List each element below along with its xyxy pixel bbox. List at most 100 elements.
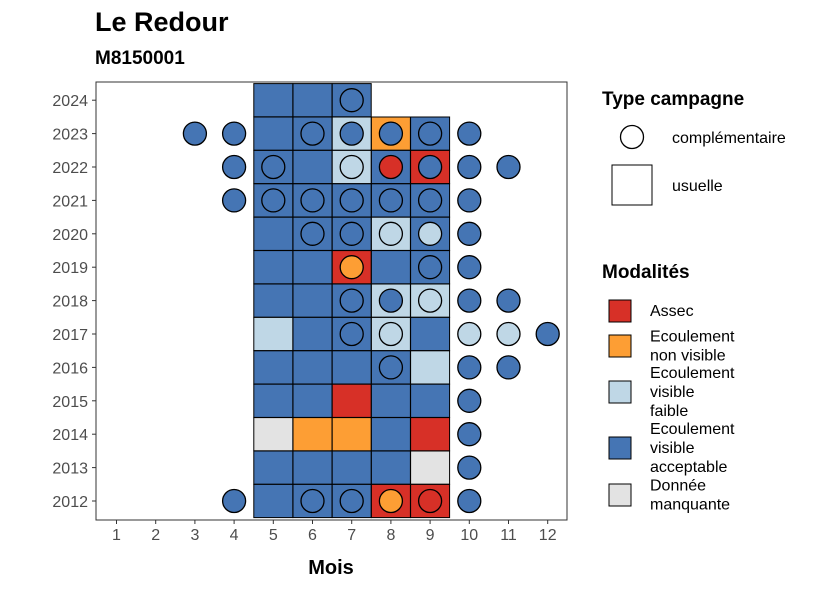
tile-2016-5	[253, 350, 294, 385]
point-2017-12	[535, 321, 560, 347]
point-2020-7	[339, 221, 364, 246]
tile-2019-6	[292, 250, 333, 285]
legend-key-modalite-2	[608, 380, 632, 404]
point-2023-6	[300, 121, 325, 146]
tile-2015-8	[370, 383, 411, 418]
point-2023-4	[221, 121, 247, 146]
tile-2013-5	[253, 450, 294, 485]
tile-2020-5	[253, 216, 294, 251]
point-2017-8	[378, 321, 404, 347]
point-2012-6	[300, 488, 325, 514]
x-tick-label: 9	[426, 527, 435, 544]
point-2023-9	[417, 121, 443, 146]
y-tick-label: 2019	[52, 260, 88, 277]
point-2013-10	[457, 455, 482, 480]
x-axis-title: Mois	[308, 557, 354, 579]
point-2021-9	[417, 188, 443, 213]
point-2018-11	[496, 288, 521, 313]
point-2023-7	[339, 121, 364, 146]
point-2018-7	[339, 288, 364, 313]
legend-label-modalite-3: Ecoulement visible acceptable	[650, 421, 735, 476]
point-2022-11	[496, 154, 521, 180]
point-2019-7	[339, 255, 364, 280]
point-2022-4	[221, 154, 247, 180]
point-2022-5	[261, 154, 286, 180]
point-2018-9	[417, 288, 443, 313]
tile-2024-6	[292, 83, 333, 118]
y-tick-label: 2021	[52, 193, 88, 210]
y-tick-label: 2016	[52, 360, 88, 377]
point-2017-11	[496, 321, 521, 347]
legend-label-modalite-1: Ecoulement non visible	[650, 329, 735, 365]
tile-2019-8	[370, 250, 411, 285]
point-2012-8	[378, 488, 404, 514]
legend-title-type-campagne: Type campagne	[602, 89, 744, 110]
tile-2014-5	[253, 417, 294, 452]
x-tick-label: 2	[151, 527, 160, 544]
point-2023-8	[378, 121, 404, 146]
tile-2024-5	[253, 83, 294, 118]
point-2017-7	[339, 321, 364, 347]
point-2021-5	[261, 188, 286, 213]
legend-key-modalite-4	[608, 483, 632, 507]
point-2012-9	[417, 488, 443, 514]
tile-2012-5	[253, 483, 294, 519]
point-2014-10	[457, 422, 482, 447]
tile-2016-6	[292, 350, 333, 385]
point-2021-8	[378, 188, 404, 213]
axes: 1 2 3 4 5 6 7 8 9 10 11 122012201320142015201620172…	[52, 93, 556, 544]
legend-key-circle	[619, 124, 645, 150]
tile-2022-6	[292, 149, 333, 185]
tile-2013-8	[370, 450, 411, 485]
x-tick-label: 5	[269, 527, 278, 544]
tile-2018-5	[253, 283, 294, 318]
y-tick-label: 2023	[52, 127, 88, 144]
x-tick-label: 11	[500, 527, 517, 544]
point-2023-10	[457, 121, 482, 146]
y-tick-label: 2018	[52, 294, 88, 311]
tile-2018-6	[292, 283, 333, 318]
tile-2013-6	[292, 450, 333, 485]
tile-2015-7	[331, 383, 372, 418]
y-tick-label: 2014	[52, 427, 88, 444]
tile-2023-5	[253, 116, 294, 151]
y-tick-label: 2024	[52, 93, 88, 110]
point-2022-9	[417, 154, 443, 180]
tile-2015-6	[292, 383, 333, 418]
y-tick-label: 2012	[52, 494, 88, 511]
point-2021-4	[221, 188, 247, 213]
legend-label-modalite-4: Donnée manquante	[650, 478, 730, 514]
chart-title: Le Redour	[95, 7, 229, 37]
point-2021-10	[457, 188, 482, 213]
point-2020-9	[417, 221, 443, 246]
point-2022-7	[339, 154, 364, 180]
y-tick-label: 2015	[52, 394, 88, 411]
tile-2017-6	[292, 316, 333, 352]
legend-label-modalite-0: Assec	[650, 303, 694, 320]
point-2012-10	[457, 488, 482, 514]
tile-2013-9	[410, 450, 451, 485]
point-2020-8	[378, 221, 404, 246]
x-tick-label: 4	[230, 527, 239, 544]
tile-2019-5	[253, 250, 294, 285]
point-2021-7	[339, 188, 364, 213]
point-2021-6	[300, 188, 325, 213]
point-2012-4	[221, 488, 247, 514]
legend-label-usuelle: usuelle	[672, 178, 723, 195]
y-tick-label: 2017	[52, 327, 88, 344]
point-2016-11	[496, 355, 521, 380]
legend: Type campagne complémentaire usuelle Modali…	[602, 89, 786, 514]
tile-2015-9	[410, 383, 451, 418]
legend-key-modalite-0	[608, 299, 632, 323]
y-tick-label: 2020	[52, 227, 88, 244]
point-2017-10	[457, 321, 482, 347]
legend-label-modalite-2: Ecoulement visible faible	[650, 365, 735, 420]
x-tick-label: 10	[460, 527, 478, 544]
tile-2017-9	[410, 316, 451, 352]
point-2024-7	[339, 88, 364, 113]
x-tick-label: 8	[386, 527, 395, 544]
x-tick-label: 7	[347, 527, 356, 544]
legend-key-square	[611, 164, 653, 206]
plot-area	[95, 81, 568, 521]
